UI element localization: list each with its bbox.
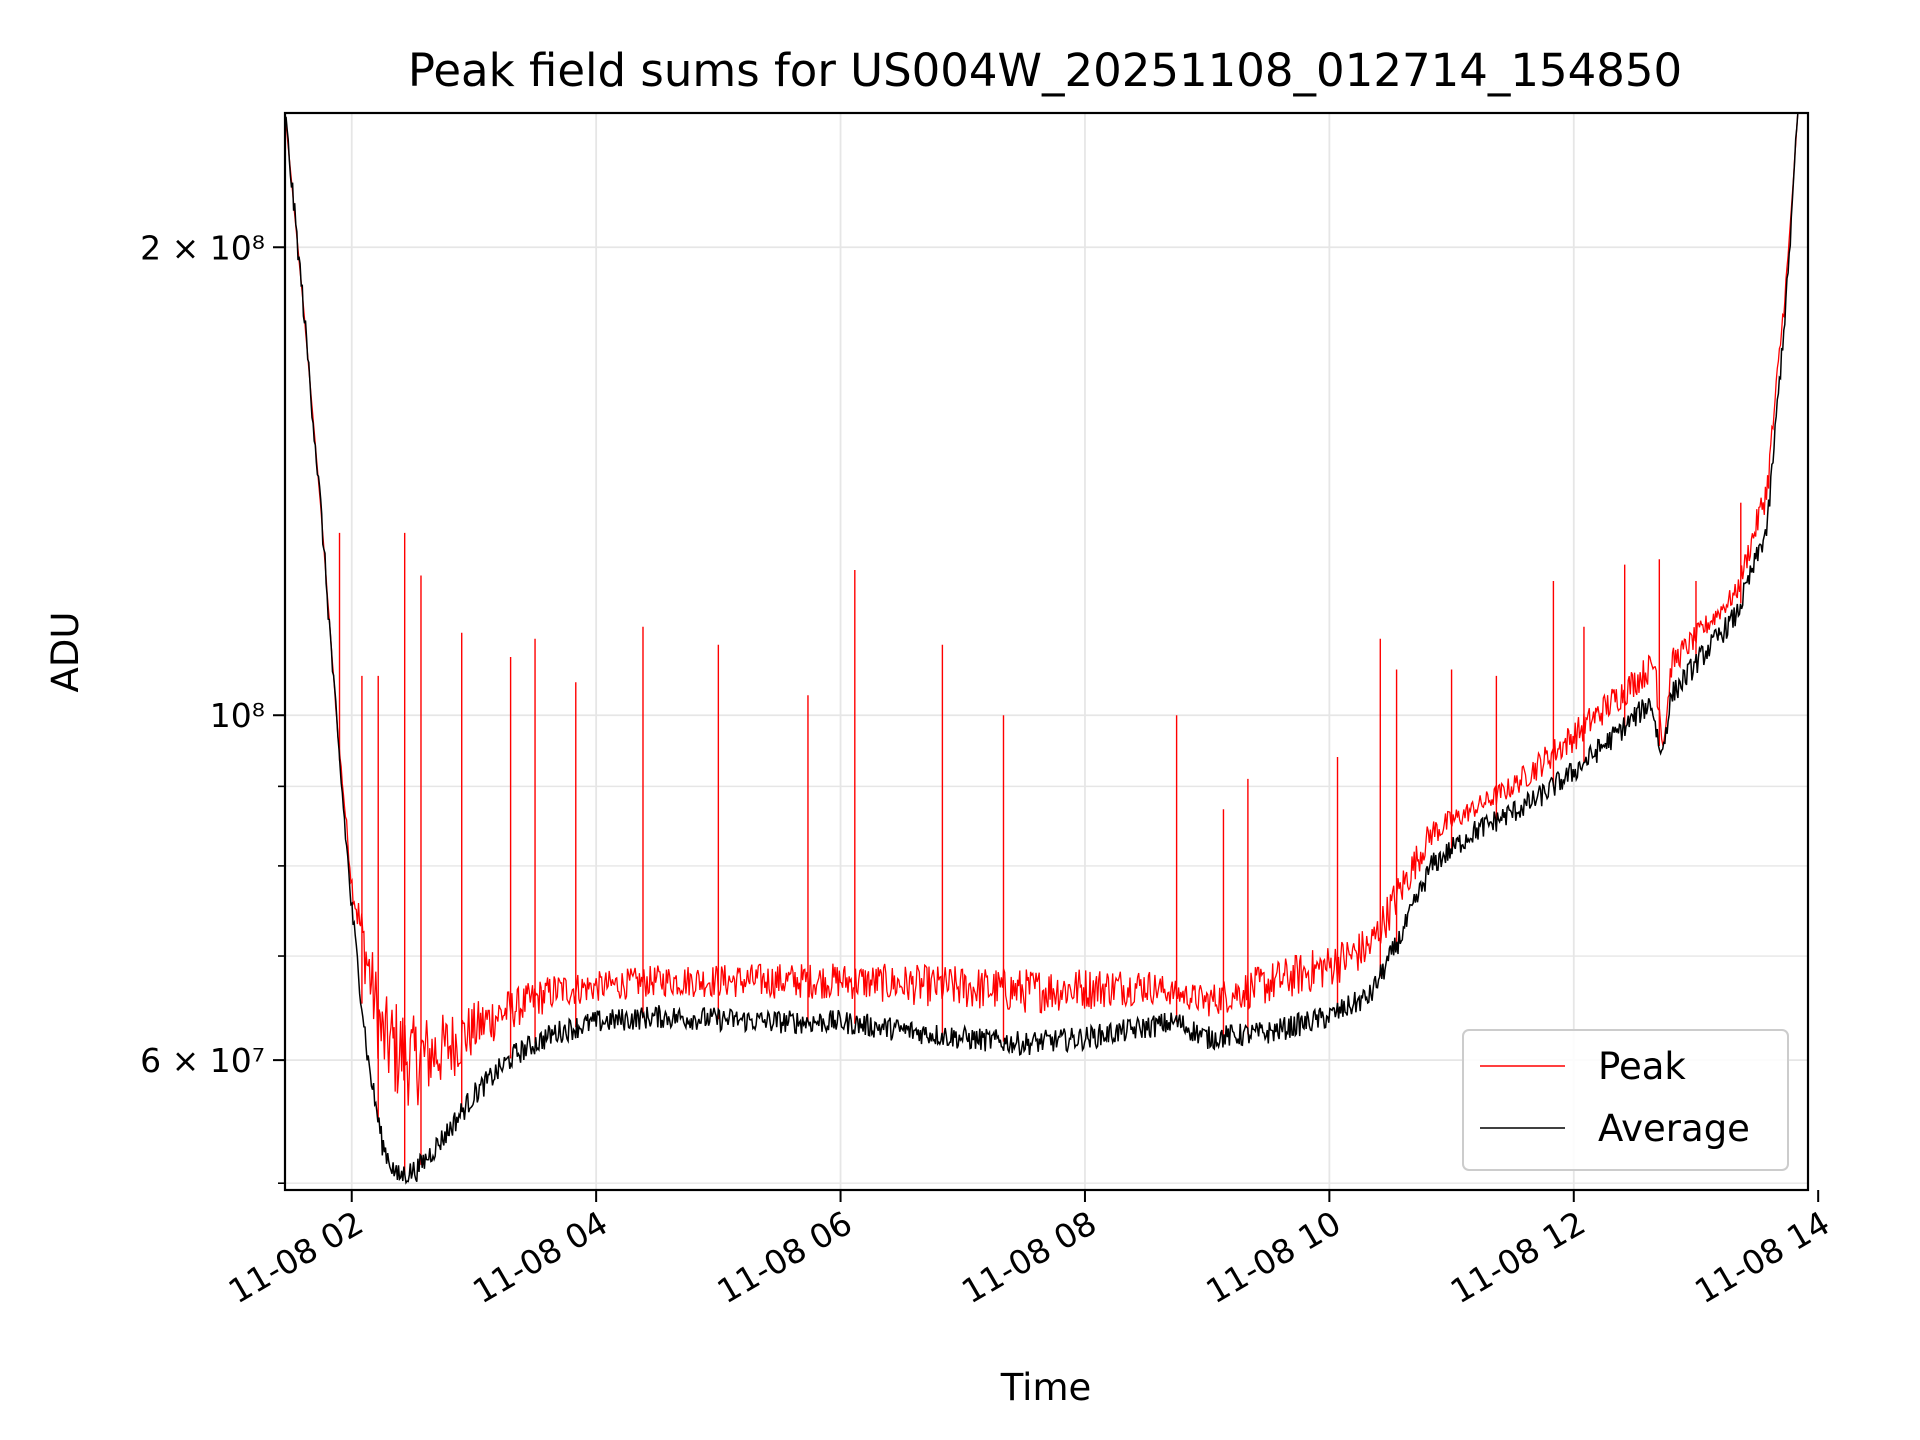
x-tick-label: 11-08 08 — [955, 1203, 1103, 1311]
x-axis-label: Time — [1000, 1366, 1092, 1409]
legend-label-peak: Peak — [1598, 1045, 1686, 1088]
x-tick-label: 11-08 12 — [1444, 1203, 1592, 1311]
legend: Peak Average — [1462, 1029, 1789, 1171]
y-axis-label: ADU — [44, 612, 87, 693]
x-tick-label: 11-08 06 — [711, 1203, 859, 1311]
chart-title: Peak field sums for US004W_20251108_0127… — [408, 44, 1682, 97]
gridlines — [285, 113, 1808, 1190]
x-tick-label: 11-08 04 — [466, 1203, 614, 1311]
y-tick-label: 2 × 10⁸ — [140, 228, 265, 267]
series-peak-line — [285, 113, 1799, 1106]
y-tick-label: 10⁸ — [210, 696, 265, 735]
x-tick-label: 11-08 14 — [1688, 1203, 1836, 1311]
y-tick-label: 6 × 10⁷ — [140, 1041, 265, 1080]
legend-label-average: Average — [1598, 1107, 1750, 1150]
series-average-line — [285, 113, 1799, 1185]
y-axis: 2 × 10⁸ 10⁸ 6 × 10⁷ — [140, 228, 285, 1185]
x-axis: 11-08 02 11-08 04 11-08 06 11-08 08 11-08 10… — [222, 1190, 1836, 1311]
plot-frame — [283, 111, 1810, 1192]
plot-series — [285, 113, 1799, 1185]
x-tick-label: 11-08 02 — [222, 1203, 370, 1311]
x-tick-label: 11-08 10 — [1199, 1203, 1347, 1311]
legend-box — [1462, 1029, 1789, 1171]
